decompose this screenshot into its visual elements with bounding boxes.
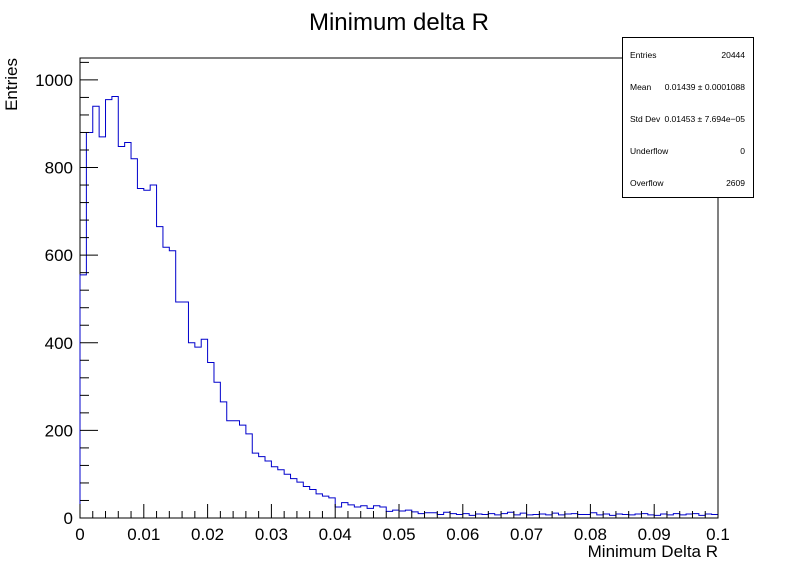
x-tick-label: 0.03 (255, 525, 288, 544)
y-axis-label: Entries (2, 58, 21, 111)
stat-row-underflow: Underflow 0 (630, 146, 745, 156)
stats-box: Entries 20444 Mean 0.01439 ± 0.0001088 S… (622, 37, 754, 198)
x-tick-label: 0.1 (706, 525, 730, 544)
y-axis: 0 200 400 600 800 1000 (35, 61, 98, 528)
x-tick-label: 0.01 (127, 525, 160, 544)
y-tick-label: 400 (45, 334, 73, 353)
x-tick-label: 0.04 (319, 525, 352, 544)
x-tick-label: 0.07 (510, 525, 543, 544)
y-tick-label: 0 (64, 509, 73, 528)
stat-value: 2609 (726, 178, 745, 188)
stat-row-entries: Entries 20444 (630, 50, 745, 60)
x-tick-label: 0.05 (382, 525, 415, 544)
stat-label: Mean (630, 82, 652, 92)
stat-label: Overflow (630, 178, 664, 188)
stat-row-mean: Mean 0.01439 ± 0.0001088 (630, 82, 745, 92)
x-axis: 0 0.01 0.02 0.03 0.04 0.05 0.06 0.07 0.08 0.09 0.1 (75, 504, 730, 544)
stat-value: 0.01439 ± 0.0001088 (664, 82, 745, 92)
stat-row-std-dev: Std Dev 0.01453 ± 7.694e−05 (630, 114, 745, 124)
stat-label: Entries (630, 50, 657, 60)
y-tick-label: 200 (45, 421, 73, 440)
stat-value: 0 (740, 146, 745, 156)
y-tick-label: 600 (45, 246, 73, 265)
chart-title: Minimum delta R (309, 9, 489, 36)
x-tick-label: 0.09 (638, 525, 671, 544)
x-tick-label: 0 (75, 525, 84, 544)
stat-value: 20444 (721, 50, 745, 60)
x-tick-label: 0.08 (574, 525, 607, 544)
x-tick-label: 0.02 (191, 525, 224, 544)
stat-value: 0.01453 ± 7.694e−05 (664, 114, 745, 124)
x-axis-label: Minimum Delta R (588, 542, 718, 561)
stat-label: Underflow (630, 146, 669, 156)
stat-row-overflow: Overflow 2609 (630, 178, 745, 188)
y-tick-label: 1000 (35, 71, 73, 90)
stat-label: Std Dev (630, 114, 661, 124)
y-tick-label: 800 (45, 159, 73, 178)
x-tick-label: 0.06 (446, 525, 479, 544)
